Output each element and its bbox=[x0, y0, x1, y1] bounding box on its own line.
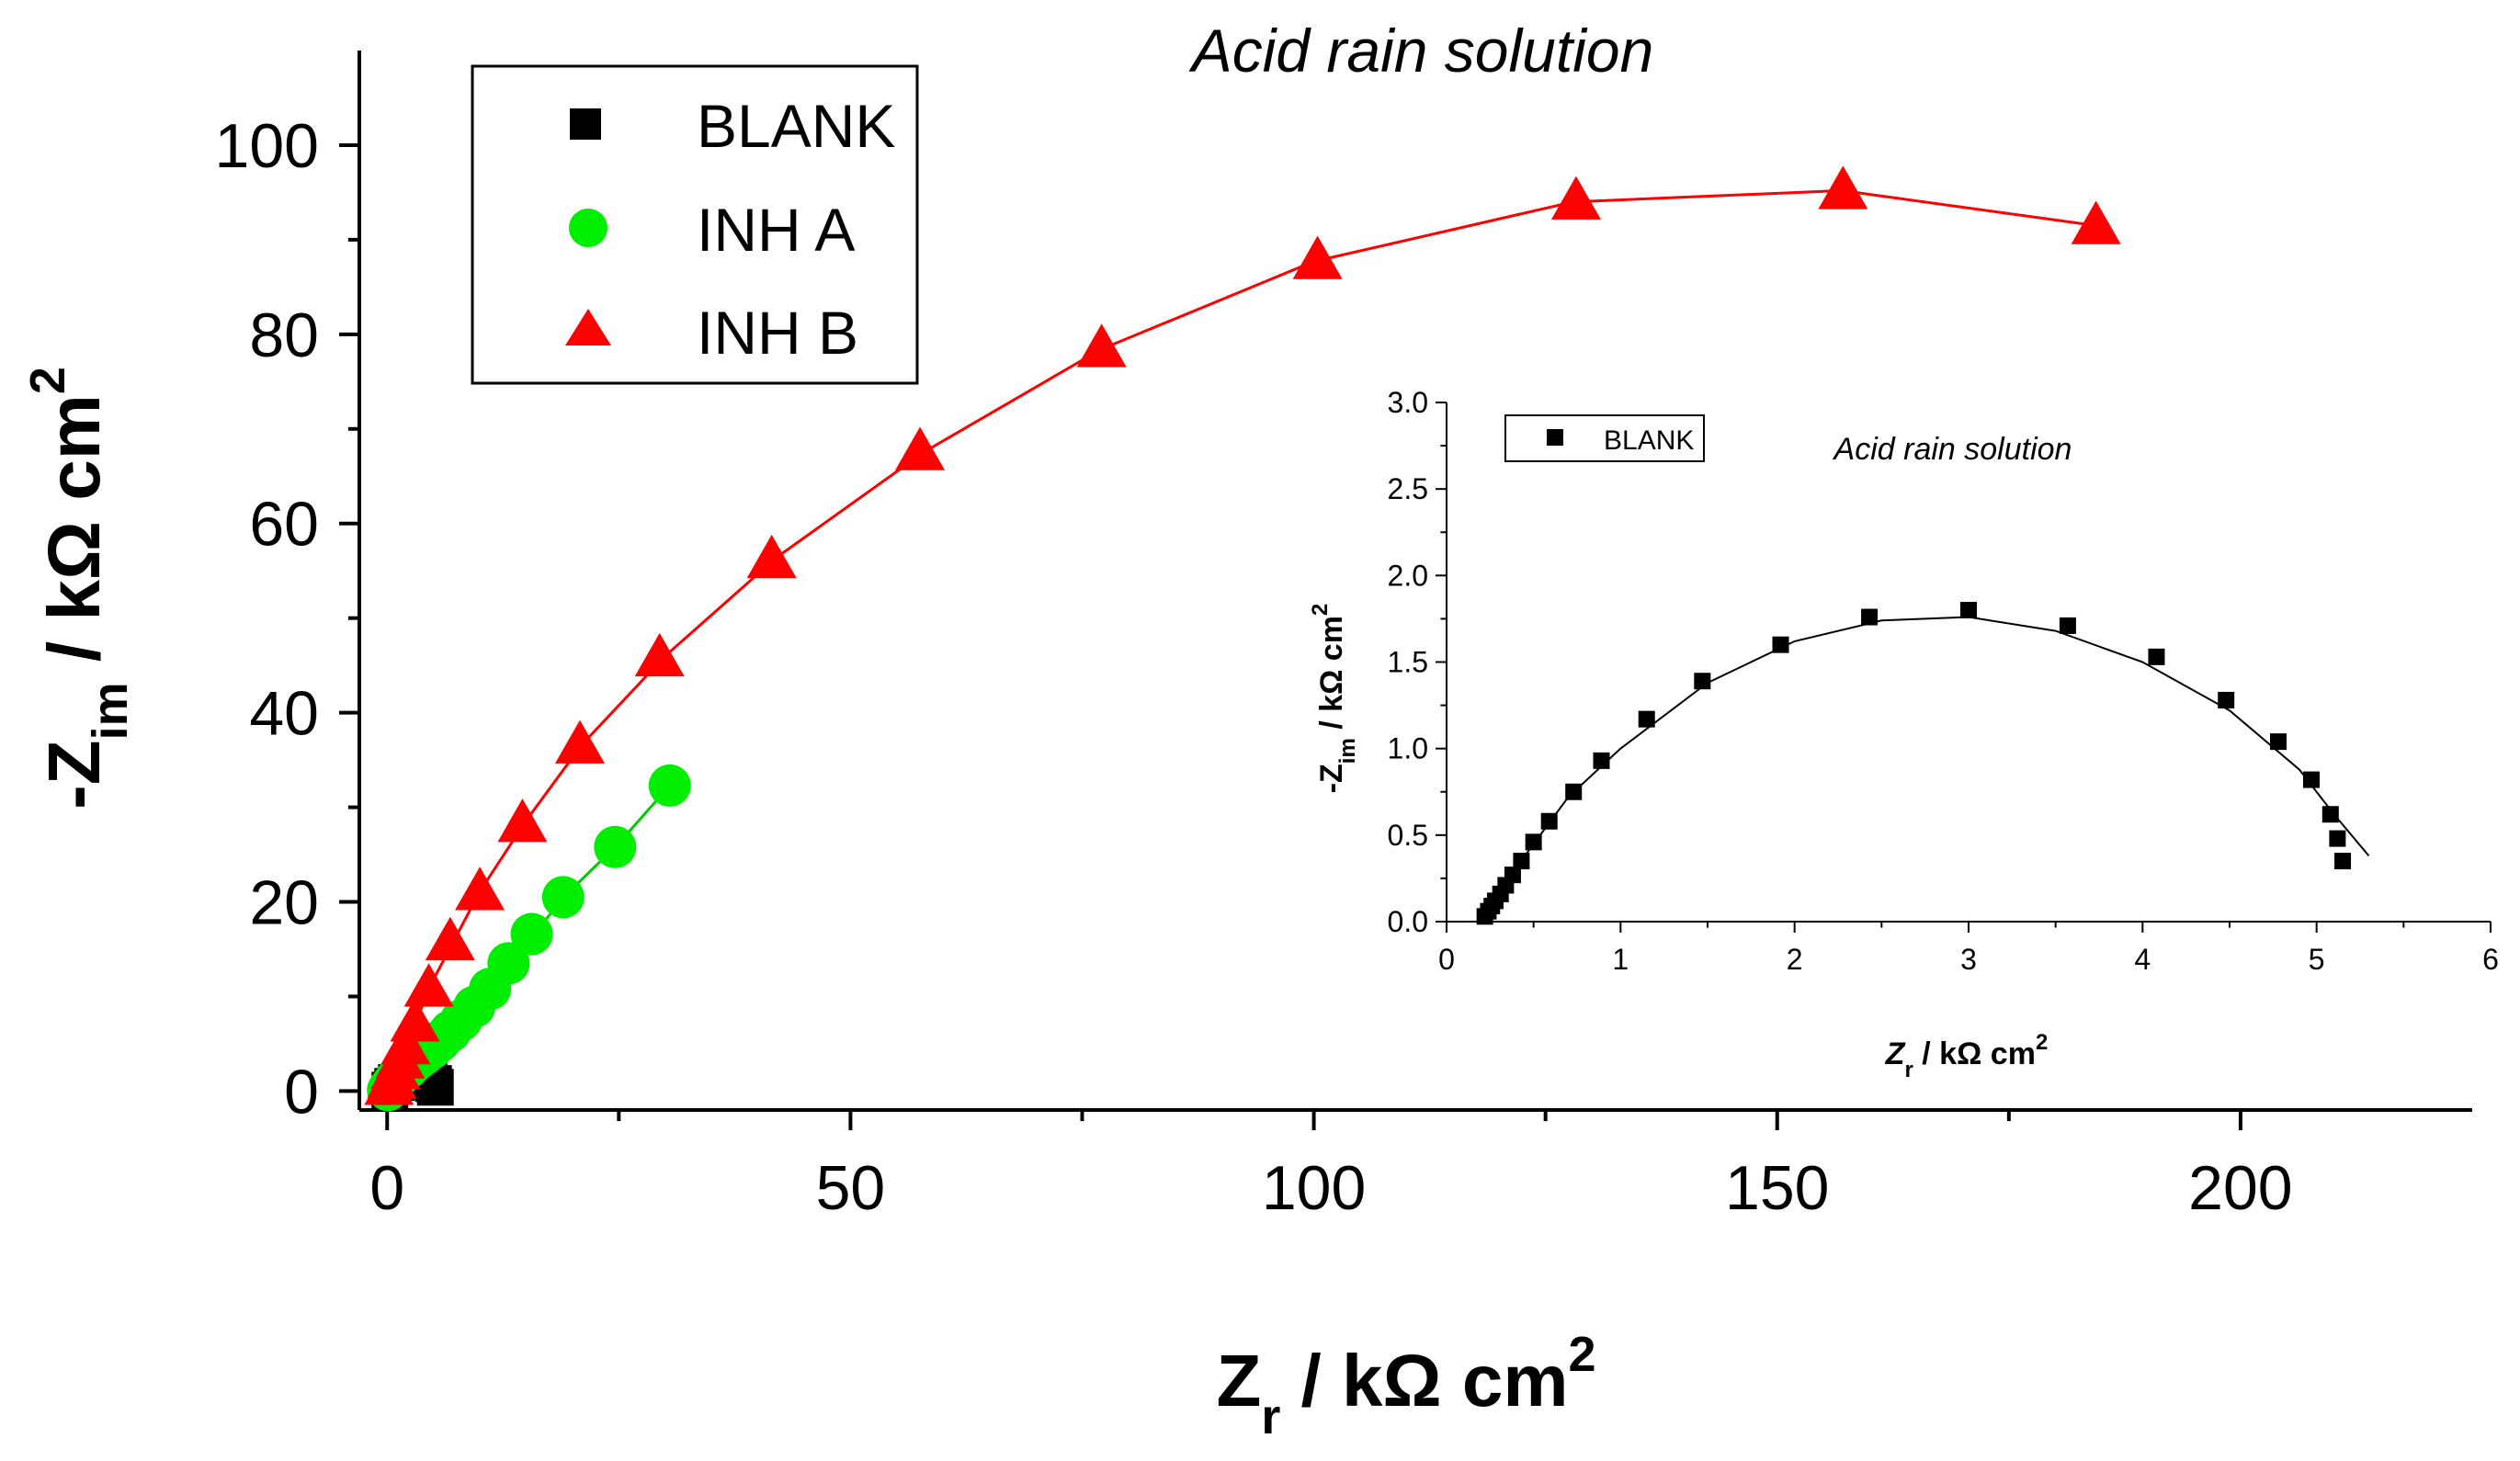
main-inh-b-point bbox=[497, 798, 548, 843]
main-inh-b-point bbox=[425, 916, 475, 961]
main-inh-b-point bbox=[554, 719, 605, 764]
main-x-tick-label: 100 bbox=[1262, 1153, 1366, 1223]
main-y-tick-label: 0 bbox=[284, 1057, 319, 1127]
main-inh-a-point bbox=[541, 876, 585, 919]
inset-legend-box bbox=[1504, 414, 1705, 462]
inset-blank-point bbox=[1513, 853, 1530, 870]
inset-blank-point bbox=[2334, 853, 2352, 870]
inset-blank-point bbox=[2329, 830, 2346, 847]
legend-blank-marker bbox=[570, 108, 601, 140]
main-x-tick-label: 150 bbox=[1725, 1153, 1829, 1223]
inset-blank-point bbox=[1772, 636, 1789, 653]
inset-chart-title: Acid rain solution bbox=[1833, 432, 2072, 467]
inset-blank-point bbox=[2059, 617, 2076, 634]
main-inh-b-point bbox=[1550, 176, 1601, 220]
main-inh-b-point bbox=[634, 632, 685, 677]
main-y-axis-title: -Zim / kΩ cm2 bbox=[20, 367, 138, 810]
inset-y-tick-label: 1.0 bbox=[1388, 732, 1428, 765]
main-inh-b-point bbox=[1292, 235, 1343, 279]
main-y-tick-label: 60 bbox=[249, 490, 319, 560]
main-inh-b-point bbox=[380, 1020, 431, 1065]
main-y-tick-label: 40 bbox=[249, 679, 319, 749]
inset-y-tick-label: 2.5 bbox=[1388, 472, 1428, 505]
inset-blank-point bbox=[2148, 648, 2165, 665]
inset-legend-blank-label: BLANK bbox=[1604, 425, 1694, 456]
main-inh-a-point bbox=[487, 942, 530, 985]
inset-blank-point bbox=[1694, 673, 1711, 690]
main-inh-a-point bbox=[594, 825, 637, 868]
inset-legend-blank-marker bbox=[1547, 429, 1563, 446]
inset-x-axis-title: Zr / kΩ cm2 bbox=[1885, 1030, 2049, 1082]
main-legend: BLANK INH A INH B bbox=[471, 64, 919, 385]
inset-y-tick-label: 0.0 bbox=[1388, 905, 1428, 938]
inset-blank-point bbox=[1525, 833, 1542, 851]
main-y-tick-label: 80 bbox=[249, 300, 319, 370]
inset-y-tick-label: 1.5 bbox=[1388, 646, 1428, 679]
main-x-tick-label: 50 bbox=[816, 1153, 886, 1223]
main-inh-b-point bbox=[403, 963, 454, 1007]
legend-inh-a-marker bbox=[569, 209, 607, 247]
main-legend-box bbox=[471, 64, 919, 385]
inset-blank-point bbox=[2321, 806, 2339, 823]
inset-y-tick-label: 3.0 bbox=[1388, 386, 1428, 419]
main-chart-title: Acid rain solution bbox=[1188, 17, 1654, 85]
main-inh-b-point bbox=[2071, 200, 2121, 244]
main-inh-b-point bbox=[746, 534, 797, 579]
legend-inh-b-marker bbox=[565, 309, 611, 345]
inset-y-axis-title: -Zim / kΩ cm2 bbox=[1308, 604, 1360, 794]
inset-blank-point bbox=[1861, 608, 1879, 626]
main-inh-b-point bbox=[1818, 165, 1868, 210]
main-inh-b-point bbox=[895, 426, 946, 470]
main-y-tick-label: 100 bbox=[215, 111, 319, 181]
inset-blank-point bbox=[1504, 866, 1521, 884]
inset-x-tick-label: 3 bbox=[1960, 943, 1977, 976]
inset-blank-point bbox=[2302, 771, 2320, 788]
main-inh-a-point bbox=[648, 764, 691, 807]
inset-blank-point bbox=[1638, 710, 1655, 728]
legend-inh-a-label: INH A bbox=[697, 196, 855, 264]
inset-blank-fit-line bbox=[1481, 616, 2370, 923]
main-inh-b-point bbox=[455, 866, 505, 911]
inset-blank-point bbox=[2270, 733, 2287, 751]
legend-blank-label: BLANK bbox=[697, 92, 895, 160]
inset-x-tick-label: 4 bbox=[2134, 943, 2151, 976]
inset-x-tick-label: 5 bbox=[2309, 943, 2325, 976]
main-x-tick-label: 200 bbox=[2188, 1153, 2292, 1223]
main-y-tick-label: 20 bbox=[249, 868, 319, 938]
main-x-axis-title: Zr / kΩ cm2 bbox=[1216, 1327, 1595, 1444]
inset-plot: 0 1 2 3 4 5 6 0.0 0.5 1.0 1.5 2.0 2.5 3.0 Acid rain s… bbox=[1308, 386, 2499, 1082]
main-x-tick-label: 0 bbox=[369, 1153, 404, 1223]
inset-y-tick-label: 2.0 bbox=[1388, 559, 1428, 592]
main-inh-b-fit-line bbox=[385, 188, 2096, 1092]
inset-blank-point bbox=[2218, 691, 2235, 708]
inset-blank-point bbox=[1960, 602, 1977, 618]
legend-inh-b-label: INH B bbox=[697, 299, 858, 367]
inset-blank-point bbox=[1540, 812, 1558, 830]
main-inh-a-point bbox=[510, 912, 553, 956]
main-inh-b-point bbox=[1076, 323, 1127, 368]
main-inh-b-point bbox=[390, 998, 440, 1042]
inset-x-tick-label: 2 bbox=[1787, 943, 1803, 976]
inset-x-tick-label: 1 bbox=[1612, 943, 1629, 976]
inset-y-tick-label: 0.5 bbox=[1388, 819, 1428, 852]
inset-blank-point bbox=[1565, 783, 1583, 800]
inset-blank-point bbox=[1593, 752, 1610, 769]
inset-x-tick-label: 6 bbox=[2482, 943, 2499, 976]
inset-x-tick-label: 0 bbox=[1438, 943, 1455, 976]
inset-legend: BLANK bbox=[1504, 414, 1705, 462]
